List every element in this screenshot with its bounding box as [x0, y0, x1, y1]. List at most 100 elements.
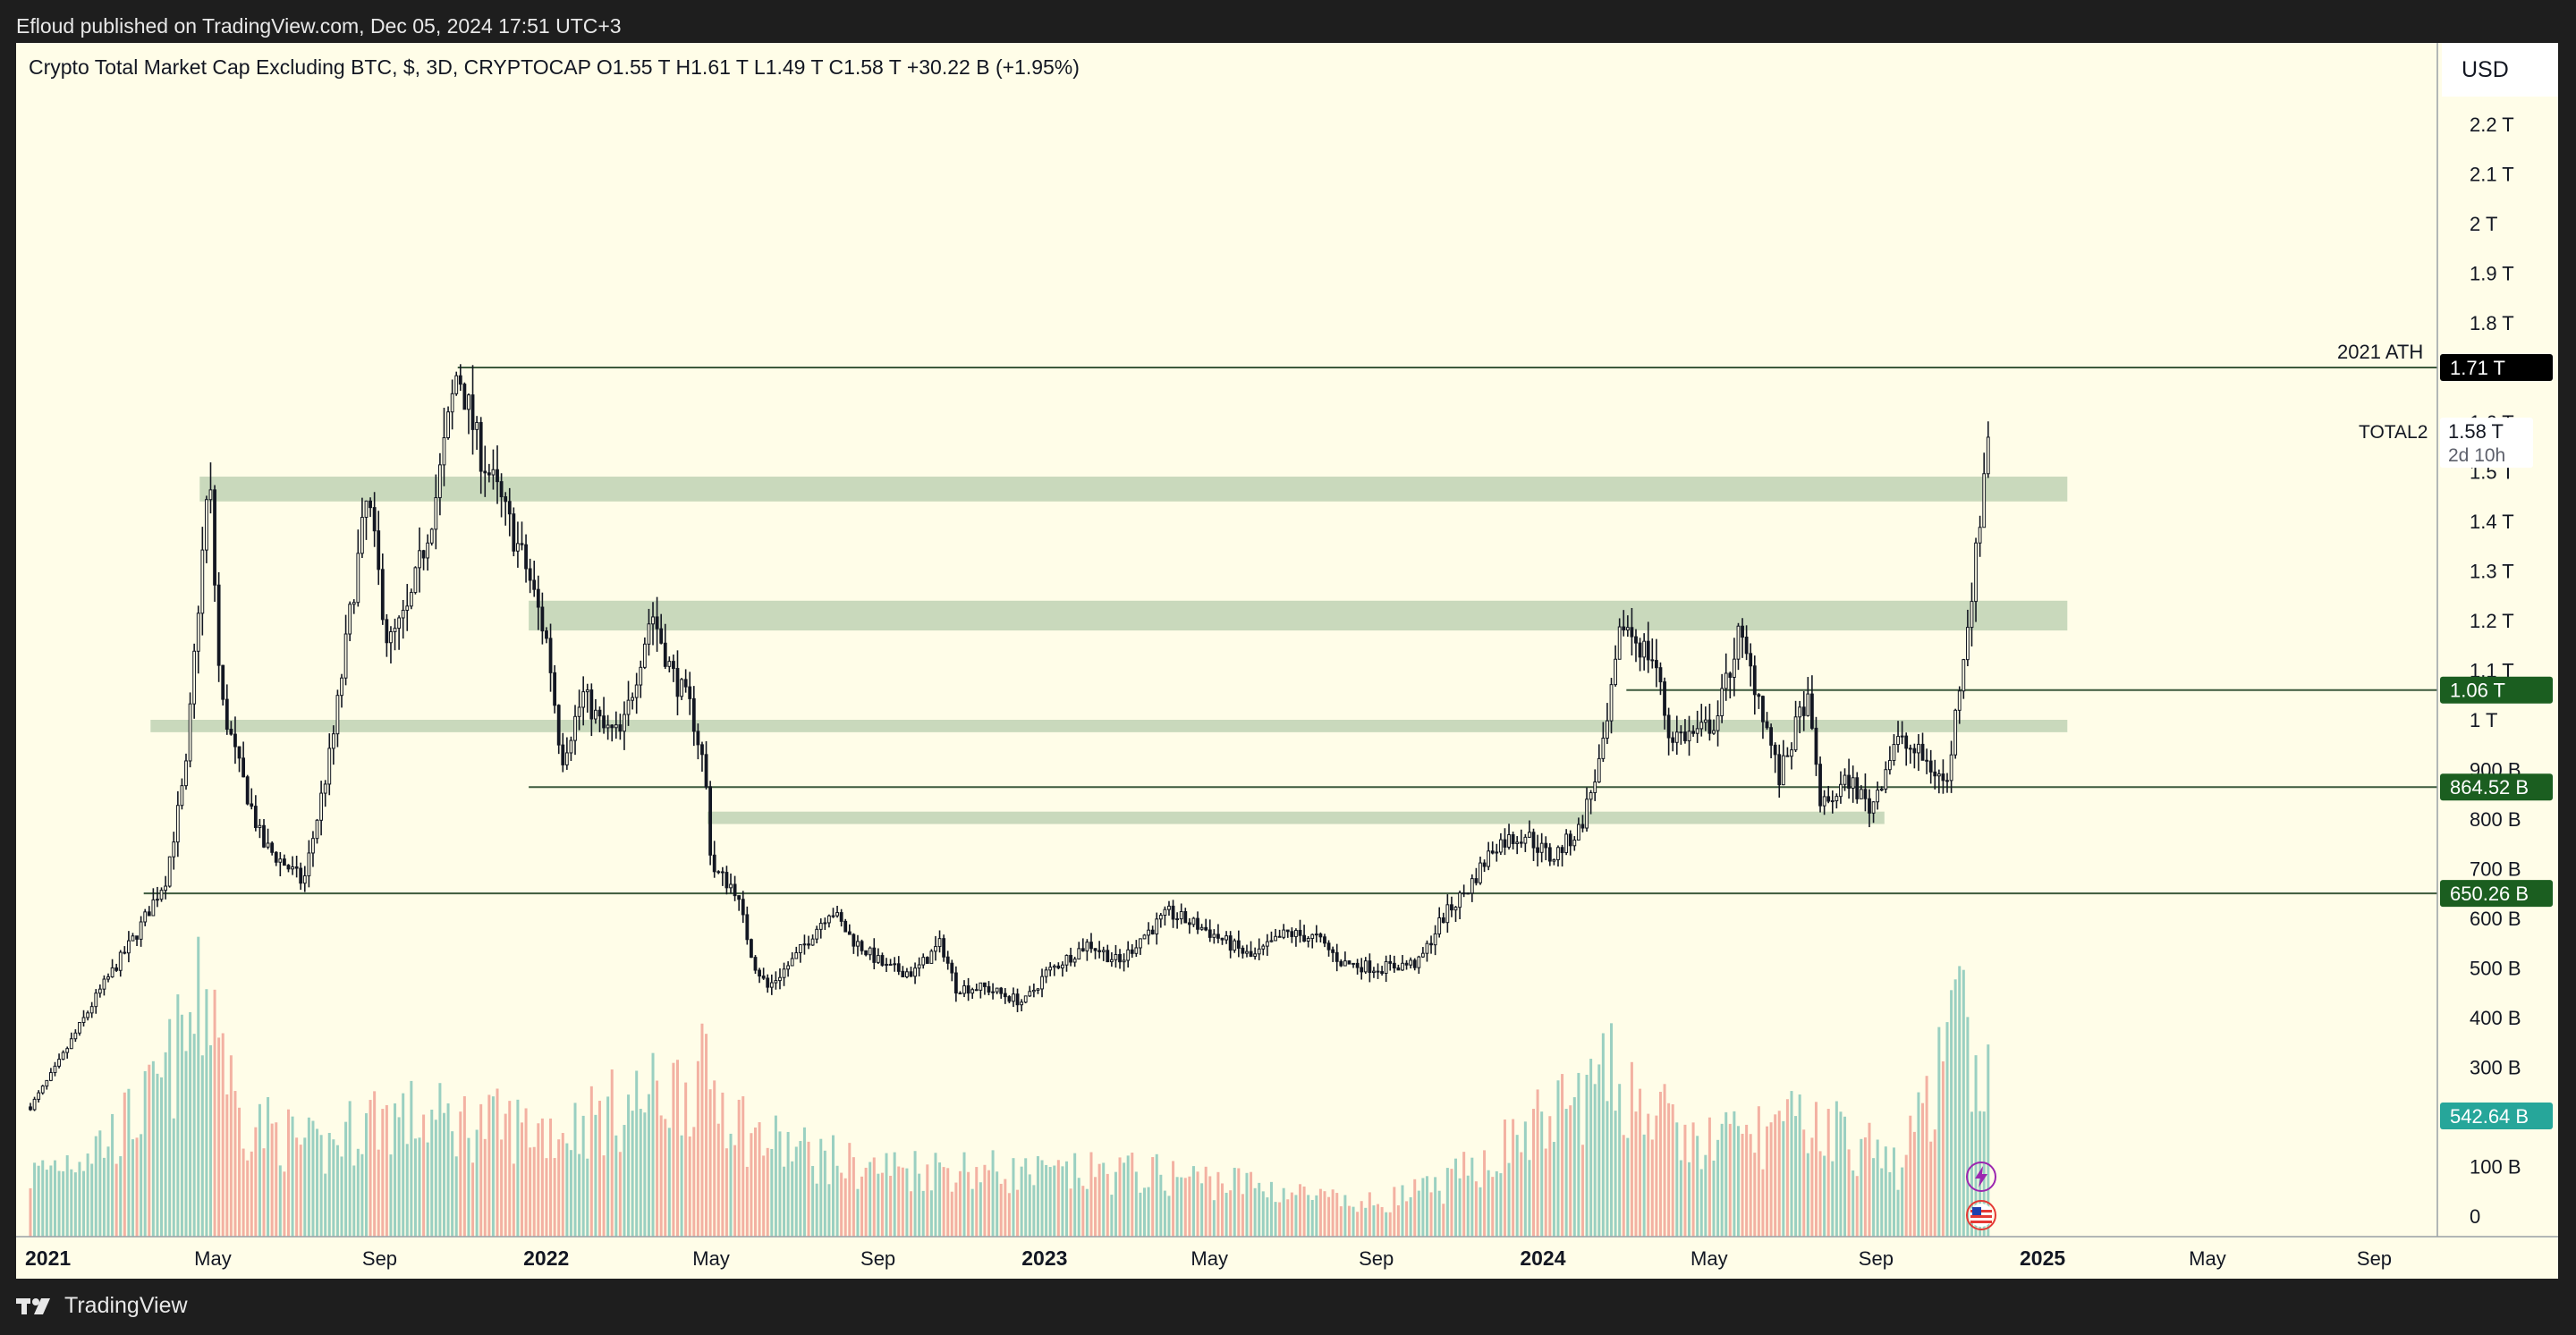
volume-bar: [1953, 979, 1957, 1237]
candle-body: [418, 550, 421, 569]
volume-bar: [1434, 1177, 1437, 1237]
volume-bar: [1253, 1187, 1257, 1237]
volume-bar: [1585, 1074, 1589, 1237]
candle-body: [934, 946, 937, 952]
volume-bar: [581, 1115, 585, 1237]
x-tick-label: 2022: [523, 1246, 569, 1270]
candle-body: [1814, 727, 1818, 765]
volume-bar: [1495, 1170, 1498, 1237]
volume-bar: [1785, 1099, 1789, 1237]
volume-bar: [877, 1173, 880, 1237]
volume-bar: [934, 1153, 937, 1237]
candle-body: [1793, 716, 1798, 751]
volume-bar: [1593, 1084, 1597, 1237]
candle-body: [331, 733, 335, 749]
volume-bar: [1126, 1155, 1130, 1237]
candle-body: [1576, 824, 1580, 841]
volume-bar: [90, 1163, 94, 1237]
candle-body: [1433, 933, 1437, 946]
candle-body: [1487, 850, 1491, 867]
volume-bar: [741, 1096, 745, 1237]
volume-bar: [459, 1111, 462, 1237]
candle-body: [291, 866, 294, 870]
volume-bar: [1794, 1116, 1798, 1237]
volume-bar: [991, 1150, 995, 1237]
volume-bar: [1855, 1176, 1859, 1237]
candle-body: [1949, 754, 1953, 782]
candle-body: [655, 616, 659, 629]
candle-body: [1212, 934, 1216, 938]
candle-body: [1695, 728, 1699, 734]
volume-bar: [659, 1115, 663, 1237]
candle-body: [594, 709, 597, 720]
volume-bar: [1290, 1192, 1293, 1237]
candle-body: [1606, 720, 1609, 739]
candle-body: [1568, 833, 1572, 847]
volume-bar: [786, 1131, 790, 1237]
volume-bar: [1610, 1023, 1614, 1237]
candle-body: [496, 469, 499, 483]
volume-bar: [1405, 1201, 1409, 1237]
us-flag-icon[interactable]: [1966, 1200, 1996, 1230]
volume-bar: [1323, 1191, 1326, 1237]
candle-body: [429, 528, 434, 544]
volume-bar: [1733, 1111, 1736, 1237]
volume-bar: [1360, 1201, 1363, 1237]
volume-bar: [123, 1092, 126, 1237]
y-tick-label: 1.3 T: [2470, 561, 2514, 583]
volume-bar: [635, 1070, 639, 1237]
price-chart[interactable]: 2.2 T 2.1 T 2 T 1.9 T 1.8 T 1.4 T 1.3 T 1.2 T 1 …: [16, 43, 2558, 1279]
volume-bar: [1626, 1137, 1630, 1237]
candle-body: [659, 628, 664, 644]
volume-bar: [958, 1170, 962, 1237]
candle-body: [405, 605, 410, 611]
candle-body: [29, 1106, 32, 1111]
y-tick-label: 2 T: [2470, 213, 2497, 235]
volume-bar: [856, 1188, 860, 1237]
candle-body: [696, 731, 700, 746]
candle-body: [1777, 754, 1782, 786]
volume-bar: [1331, 1189, 1335, 1237]
candle-body: [1015, 993, 1020, 1006]
chart-panel[interactable]: 2.2 T 2.1 T 2 T 1.9 T 1.8 T 1.4 T 1.3 T 1.2 T 1 …: [16, 43, 2558, 1279]
volume-bar: [1901, 1167, 1904, 1237]
volume-bar: [561, 1133, 564, 1237]
volume-bar: [238, 1107, 242, 1237]
candle-body: [491, 469, 496, 476]
volume-bar: [872, 1157, 876, 1237]
candle-body: [1749, 653, 1753, 667]
candle-body: [585, 689, 589, 693]
volume-bar: [750, 1133, 753, 1237]
volume-bar: [1761, 1169, 1765, 1237]
volume-bar: [479, 1103, 483, 1237]
candle-body: [286, 865, 291, 870]
candle-body: [561, 744, 565, 765]
volume-bar: [667, 1128, 671, 1237]
candle-body: [1835, 796, 1839, 802]
volume-bar: [639, 1109, 642, 1237]
candle-body: [987, 985, 991, 993]
candle-body: [1757, 694, 1761, 697]
candle-body: [818, 923, 823, 930]
volume-bar: [1847, 1149, 1851, 1237]
volume-bar: [1299, 1184, 1302, 1237]
price-tag: [2440, 353, 2553, 381]
candle-body: [139, 921, 143, 940]
candle-body: [720, 871, 724, 874]
volume-bar: [573, 1103, 577, 1237]
volume-bar: [426, 1142, 429, 1237]
candle-body: [1445, 904, 1450, 924]
lightning-icon[interactable]: [1966, 1162, 1996, 1192]
candle-body: [97, 988, 102, 994]
volume-bar: [1368, 1192, 1371, 1237]
volume-bar: [389, 1154, 393, 1237]
volume-bar: [614, 1135, 618, 1237]
volume-bar: [770, 1148, 774, 1237]
volume-bar: [819, 1138, 823, 1237]
volume-bar: [1642, 1134, 1646, 1237]
currency-selector[interactable]: USD: [2442, 43, 2558, 97]
candle-body: [1417, 956, 1421, 968]
candle-body: [1515, 841, 1520, 844]
candle-body: [1716, 714, 1720, 731]
volume-bar: [529, 1147, 532, 1237]
